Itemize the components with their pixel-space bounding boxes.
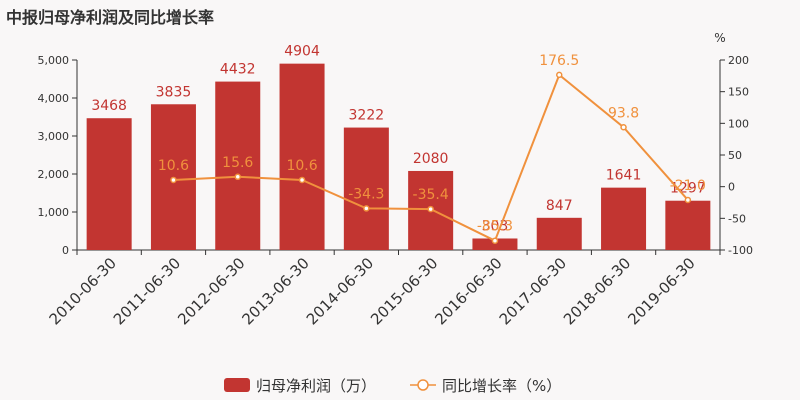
line-point (684, 196, 692, 204)
bar (343, 127, 389, 250)
y-right-tick-label: 50 (728, 149, 742, 162)
bar-data-label: 3222 (349, 108, 385, 124)
line-data-label: 93.8 (608, 105, 639, 121)
x-tick-label: 2016-06-30 (431, 254, 505, 328)
line-data-label: 10.6 (286, 158, 317, 174)
y-left-tick-label: 4,000 (38, 92, 70, 105)
bar-data-label: 1297 (670, 181, 706, 197)
legend-item-bar[interactable]: 归母净利润（万） (224, 377, 376, 395)
y-right-unit: % (714, 31, 725, 45)
y-right-tick-label: -50 (728, 212, 746, 225)
x-tick-label: 2013-06-30 (238, 254, 312, 328)
bar-data-label: 4432 (220, 62, 256, 78)
bar-data-label: 3835 (156, 84, 192, 100)
x-tick-label: 2012-06-30 (174, 254, 248, 328)
y-right-tick-label: 200 (728, 54, 749, 67)
y-right-tick-label: 100 (728, 117, 749, 130)
line-data-label: -34.3 (348, 186, 384, 202)
y-left-tick-label: 2,000 (38, 168, 70, 181)
line-data-label: 15.6 (222, 155, 253, 171)
x-tick-label: 2011-06-30 (110, 254, 184, 328)
bar (601, 187, 647, 250)
bar-data-label: 1641 (606, 168, 642, 184)
line-point (363, 205, 370, 212)
line-point (556, 71, 563, 79)
bar (279, 63, 325, 251)
line-point (298, 176, 306, 184)
chart-title: 中报归母净利润及同比增长率 (6, 8, 215, 27)
line-point (491, 237, 499, 244)
bar (215, 81, 261, 250)
axes: 0 1,000 2,000 3,000 4,000 5,000 -100 -50 0 50 100 1… (38, 31, 753, 328)
y-right-tick-label: 150 (728, 86, 749, 99)
y-left-tick-label: 1,000 (38, 206, 70, 219)
bars (86, 63, 711, 251)
legend-label: 归母净利润（万） (256, 377, 376, 395)
x-tick-label: 2015-06-30 (367, 254, 441, 328)
bar-data-label: 4904 (284, 44, 320, 60)
line-data-label: -35.4 (413, 187, 449, 203)
bar (472, 238, 518, 250)
bar-data-label: 847 (546, 198, 573, 214)
line-point (427, 205, 434, 213)
line-data-label: -85.3 (477, 219, 513, 235)
y-left-tick-label: 0 (62, 244, 69, 257)
line-point (234, 173, 241, 181)
y-left-tick-label: 3,000 (38, 130, 70, 143)
line-labels: 10.6 15.6 10.6 -34.3 -35.4 -85.3 176.5 93.8 -21.… (158, 53, 706, 235)
x-tick-label: 2017-06-30 (496, 254, 570, 328)
bar (86, 118, 132, 250)
legend-line-marker (417, 379, 429, 391)
bar-data-label: 3468 (91, 98, 127, 114)
line-point (620, 124, 627, 131)
line-series (170, 71, 692, 244)
y-left-tick-label: 5,000 (38, 54, 70, 67)
legend-item-line[interactable]: 同比增长率（%） (410, 377, 561, 395)
line-data-label: -21.0 (670, 178, 706, 194)
line-point (170, 176, 177, 184)
line-data-label: 176.5 (539, 53, 579, 69)
x-tick-label: 2019-06-30 (624, 254, 698, 328)
legend-label: 同比增长率（%） (442, 377, 561, 395)
bar (665, 200, 711, 250)
bar (536, 217, 582, 250)
legend[interactable]: 归母净利润（万） 同比增长率（%） (224, 377, 561, 395)
y-right-tick-label: 0 (728, 181, 735, 194)
y-right-tick-label: -100 (728, 244, 753, 257)
x-tick-label: 2014-06-30 (303, 254, 377, 328)
line-data-label: 10.6 (158, 158, 189, 174)
x-tick-label: 2010-06-30 (46, 254, 120, 328)
bar-data-label: 2080 (413, 151, 449, 167)
legend-bar-swatch (224, 378, 250, 392)
x-tick-label: 2018-06-30 (560, 254, 634, 328)
